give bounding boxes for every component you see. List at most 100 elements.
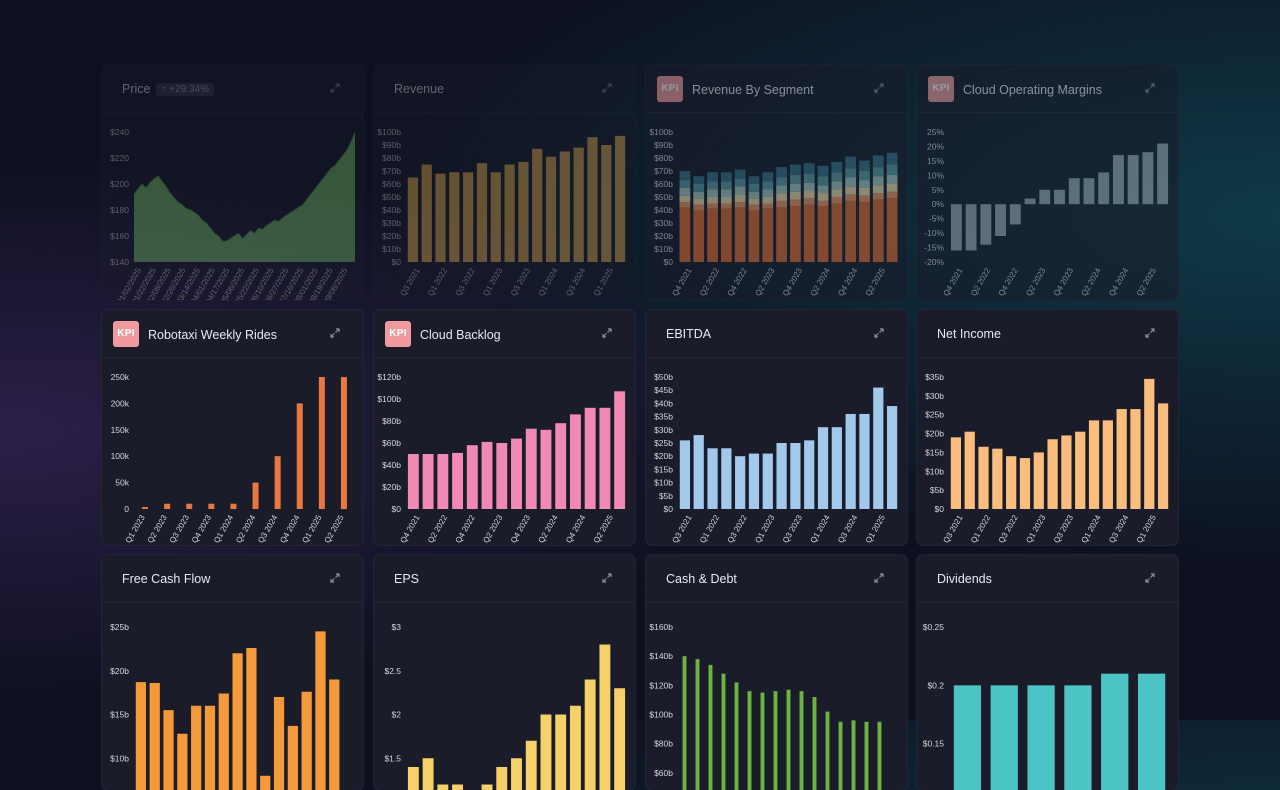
stacked-bar-segment[interactable] [721, 204, 732, 209]
bar[interactable] [570, 414, 581, 509]
stacked-bar-segment[interactable] [680, 171, 691, 180]
stacked-bar-segment[interactable] [804, 191, 815, 199]
bar[interactable] [232, 653, 242, 790]
bar[interactable] [136, 682, 146, 790]
stacked-bar-segment[interactable] [776, 178, 787, 186]
stacked-bar-segment[interactable] [707, 204, 718, 209]
bar[interactable] [585, 408, 596, 509]
bar[interactable] [150, 683, 160, 790]
bar[interactable] [1138, 674, 1165, 790]
stacked-bar-segment[interactable] [749, 184, 760, 192]
stacked-bar-segment[interactable] [693, 176, 704, 184]
bar[interactable] [763, 454, 773, 509]
bar[interactable] [555, 715, 566, 790]
stacked-bar-segment[interactable] [845, 194, 856, 201]
bar[interactable] [205, 706, 215, 790]
stacked-bar-segment[interactable] [707, 197, 718, 204]
bar[interactable] [992, 449, 1002, 509]
stacked-bar-segment[interactable] [790, 192, 801, 200]
bar[interactable] [452, 785, 463, 790]
bar[interactable] [288, 726, 298, 790]
stacked-bar-segment[interactable] [721, 189, 732, 197]
expand-icon[interactable] [601, 327, 613, 339]
bar[interactable] [722, 674, 726, 790]
stacked-bar-segment[interactable] [735, 179, 746, 187]
stacked-bar-segment[interactable] [762, 189, 773, 197]
bar[interactable] [680, 440, 690, 509]
stacked-bar-segment[interactable] [845, 178, 856, 187]
bar[interactable] [315, 631, 325, 790]
bar[interactable] [614, 688, 625, 790]
stacked-bar-segment[interactable] [804, 183, 815, 191]
bar[interactable] [518, 162, 528, 262]
bar[interactable] [477, 163, 487, 262]
stacked-bar-segment[interactable] [749, 192, 760, 199]
stacked-bar-segment[interactable] [721, 181, 732, 189]
stacked-bar-segment[interactable] [887, 165, 898, 175]
bar[interactable] [1158, 403, 1168, 509]
stacked-bar-segment[interactable] [818, 185, 829, 193]
bar[interactable] [560, 152, 570, 263]
stacked-bar-segment[interactable] [887, 198, 898, 262]
bar[interactable] [1010, 204, 1021, 224]
bar[interactable] [846, 414, 856, 509]
bar[interactable] [707, 448, 717, 509]
expand-icon[interactable] [873, 82, 885, 94]
stacked-bar-segment[interactable] [887, 192, 898, 199]
bar[interactable] [219, 694, 229, 790]
bar[interactable] [1025, 198, 1036, 204]
stacked-bar-segment[interactable] [859, 171, 870, 180]
expand-icon[interactable] [873, 327, 885, 339]
bar[interactable] [437, 785, 448, 790]
stacked-bar-segment[interactable] [845, 168, 856, 177]
stacked-bar-segment[interactable] [735, 170, 746, 179]
stacked-bar-segment[interactable] [845, 187, 856, 195]
bar[interactable] [408, 767, 419, 790]
bar[interactable] [496, 767, 507, 790]
stacked-bar-segment[interactable] [749, 198, 760, 205]
bar[interactable] [570, 706, 581, 790]
bar[interactable] [980, 204, 991, 244]
stacked-bar-segment[interactable] [818, 206, 829, 262]
bar[interactable] [839, 722, 843, 790]
bar[interactable] [1006, 456, 1016, 509]
bar[interactable] [449, 172, 459, 262]
expand-icon[interactable] [1144, 572, 1156, 584]
stacked-bar-segment[interactable] [790, 184, 801, 192]
expand-icon[interactable] [329, 327, 341, 339]
bar[interactable] [735, 456, 745, 509]
stacked-bar-segment[interactable] [735, 202, 746, 207]
bar[interactable] [546, 157, 556, 262]
bar[interactable] [1020, 458, 1030, 509]
bar[interactable] [1101, 674, 1128, 790]
stacked-bar-segment[interactable] [859, 202, 870, 262]
stacked-bar-segment[interactable] [873, 185, 884, 193]
bar[interactable] [482, 442, 493, 509]
stacked-bar-segment[interactable] [693, 205, 704, 210]
bar[interactable] [423, 758, 434, 790]
stacked-bar-segment[interactable] [707, 172, 718, 181]
bar[interactable] [813, 697, 817, 790]
bar[interactable] [749, 454, 759, 509]
bar[interactable] [1027, 685, 1054, 790]
stacked-bar-segment[interactable] [721, 197, 732, 204]
bar[interactable] [491, 172, 501, 262]
bar[interactable] [408, 454, 419, 509]
bar[interactable] [614, 391, 625, 509]
bar[interactable] [1054, 190, 1065, 204]
stacked-bar-segment[interactable] [680, 180, 691, 188]
bar[interactable] [437, 454, 448, 509]
bar[interactable] [164, 504, 170, 509]
expand-icon[interactable] [329, 572, 341, 584]
bar[interactable] [435, 174, 445, 262]
bar[interactable] [467, 445, 478, 509]
bar[interactable] [274, 697, 284, 790]
stacked-bar-segment[interactable] [693, 192, 704, 199]
bar[interactable] [329, 680, 339, 790]
bar[interactable] [1075, 432, 1085, 509]
stacked-bar-segment[interactable] [887, 184, 898, 192]
bar[interactable] [599, 645, 610, 790]
stacked-bar-segment[interactable] [831, 189, 842, 197]
bar[interactable] [1157, 144, 1168, 205]
stacked-bar-segment[interactable] [680, 196, 691, 203]
